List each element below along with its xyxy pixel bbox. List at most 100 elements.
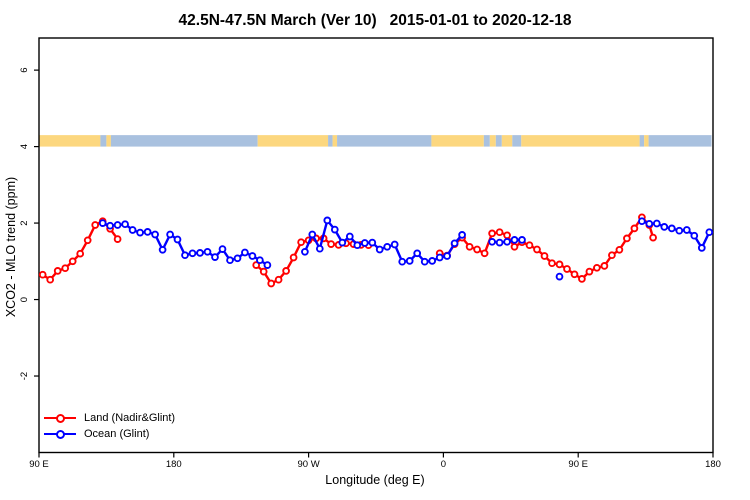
data-point-ocean [196, 249, 204, 257]
data-point-ocean [166, 230, 174, 239]
data-point-land [38, 270, 47, 279]
data-point-land [540, 252, 549, 260]
map-strip-ocean-segment [648, 135, 712, 147]
y-tick-label: -2 [19, 372, 30, 380]
data-point-land [593, 263, 601, 272]
x-axis-label: Longitude (deg E) [325, 473, 425, 487]
data-point-land [495, 228, 504, 237]
data-point-land [252, 261, 261, 269]
data-point-land [510, 242, 519, 251]
y-tick-label: 2 [19, 220, 30, 225]
data-point-ocean [518, 236, 526, 244]
data-point-ocean [98, 219, 107, 227]
data-point-land [113, 235, 122, 243]
data-point-ocean [360, 239, 369, 247]
data-point-ocean [405, 257, 414, 265]
data-point-ocean [428, 257, 437, 265]
map-strip-land-segment [501, 135, 513, 147]
ocean-series-marker-icon [44, 427, 76, 441]
data-point-ocean [173, 235, 182, 244]
data-point-ocean [435, 253, 444, 262]
data-point-land [297, 238, 305, 247]
data-point-land [46, 275, 55, 284]
data-point-ocean [375, 245, 384, 254]
data-point-land [53, 267, 62, 275]
map-strip-land-segment [257, 135, 329, 147]
data-point-ocean [420, 257, 429, 266]
data-point-ocean [390, 240, 399, 249]
data-point-ocean [638, 217, 646, 226]
data-point-land [267, 279, 276, 288]
data-point-land [274, 275, 283, 284]
data-point-land [563, 265, 571, 273]
data-point-ocean [705, 228, 714, 237]
data-point-ocean [345, 232, 354, 241]
legend-item-label: Land (Nadir&Glint) [84, 412, 176, 424]
data-point-land [282, 267, 290, 275]
map-strip-land-segment [39, 135, 101, 147]
data-point-ocean [667, 224, 676, 233]
data-point-land [585, 267, 594, 276]
x-tick-label: 180 [705, 459, 721, 470]
data-point-ocean [211, 253, 219, 261]
data-point-land [91, 221, 100, 229]
map-strip-ocean-segment [328, 135, 333, 147]
data-point-ocean [690, 231, 699, 240]
x-tick-label: 90 W [298, 459, 320, 470]
data-point-ocean [338, 238, 347, 247]
map-strip-land-segment [489, 135, 496, 147]
data-point-ocean [682, 226, 691, 234]
data-point-ocean [128, 226, 137, 234]
x-tick-label: 0 [441, 459, 446, 470]
data-point-ocean [218, 245, 227, 253]
map-strip-ocean-segment [495, 135, 502, 147]
data-point-land [615, 245, 624, 254]
data-point-land [630, 224, 639, 233]
data-point-land [289, 253, 298, 262]
land-series-marker-icon [44, 411, 76, 425]
data-point-ocean [151, 230, 159, 239]
y-tick-label: 0 [19, 297, 30, 302]
series-line-ocean [303, 219, 464, 263]
data-point-ocean [233, 254, 242, 263]
map-strip-land-segment [521, 135, 640, 147]
map-strip-ocean-segment [337, 135, 432, 147]
legend-item-land: Land (Nadir&Glint) [44, 410, 175, 426]
data-point-land [83, 236, 92, 245]
plot-border [38, 37, 714, 454]
x-tick-label: 90 E [568, 459, 588, 470]
data-point-ocean [413, 249, 422, 258]
map-strip-land-segment [431, 135, 484, 147]
data-point-ocean [256, 256, 264, 265]
data-point-ocean [697, 244, 706, 252]
data-point-ocean [113, 221, 122, 229]
map-strip-ocean-segment [639, 135, 645, 147]
data-point-land [548, 259, 556, 268]
data-point-ocean [510, 236, 519, 244]
data-point-ocean [106, 221, 114, 230]
data-point-ocean [263, 261, 272, 269]
data-point-land [473, 245, 481, 254]
data-point-ocean [660, 223, 669, 231]
data-point-land [327, 240, 335, 248]
data-point-land [465, 242, 474, 251]
data-point-ocean [323, 216, 332, 225]
data-point-ocean [443, 252, 451, 260]
map-strip-ocean-segment [110, 135, 258, 147]
data-point-ocean [503, 237, 511, 246]
data-point-land [600, 262, 609, 270]
legend-item-ocean: Ocean (Glint) [44, 426, 175, 442]
map-strip-land-segment [106, 135, 111, 147]
data-point-ocean [315, 244, 324, 253]
data-point-land [649, 233, 657, 242]
data-point-land [76, 249, 85, 258]
data-point-land [533, 245, 541, 254]
x-tick-label: 180 [166, 459, 182, 470]
data-point-ocean [398, 257, 407, 266]
data-point-ocean [488, 237, 496, 246]
data-point-ocean [495, 238, 504, 247]
data-point-ocean [301, 247, 309, 256]
data-point-ocean [383, 242, 392, 251]
